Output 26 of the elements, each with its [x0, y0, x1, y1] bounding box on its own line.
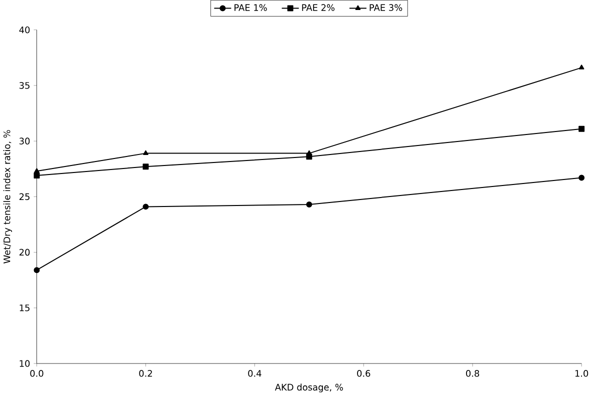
y-tick-label: 10 — [20, 360, 30, 368]
point — [578, 64, 584, 70]
point — [142, 164, 149, 170]
legend-label: PAE 2% — [302, 4, 334, 12]
x-tick-label: 0.2 — [139, 370, 152, 377]
x-tick-label: 0.4 — [248, 370, 262, 377]
y-tick-label: 20 — [19, 249, 30, 256]
y-tick-label: 30 — [20, 138, 30, 145]
x-axis-title: AKD dosage, % — [274, 384, 343, 392]
point — [34, 267, 40, 274]
y-tick-label: 35 — [20, 82, 30, 90]
y-tick-label: 40 — [19, 26, 30, 34]
point — [143, 150, 148, 156]
y-tick-label: 15 — [20, 304, 30, 312]
x-tick-label: 0.6 — [357, 370, 370, 377]
x-tick-label: 0.0 — [30, 370, 44, 377]
legend-label: PAE 3% — [370, 4, 402, 12]
point — [578, 126, 585, 132]
point — [306, 202, 312, 208]
y-axis-title: Wet/Dry tensile index ratio, % — [3, 130, 12, 264]
x-tick-label: 0.8 — [466, 370, 480, 377]
y-tick-label: 25 — [19, 193, 30, 200]
point — [578, 174, 585, 181]
point — [142, 204, 149, 210]
x-tick-label: 1.0 — [575, 370, 588, 377]
legend-label: PAE 1% — [234, 4, 267, 12]
